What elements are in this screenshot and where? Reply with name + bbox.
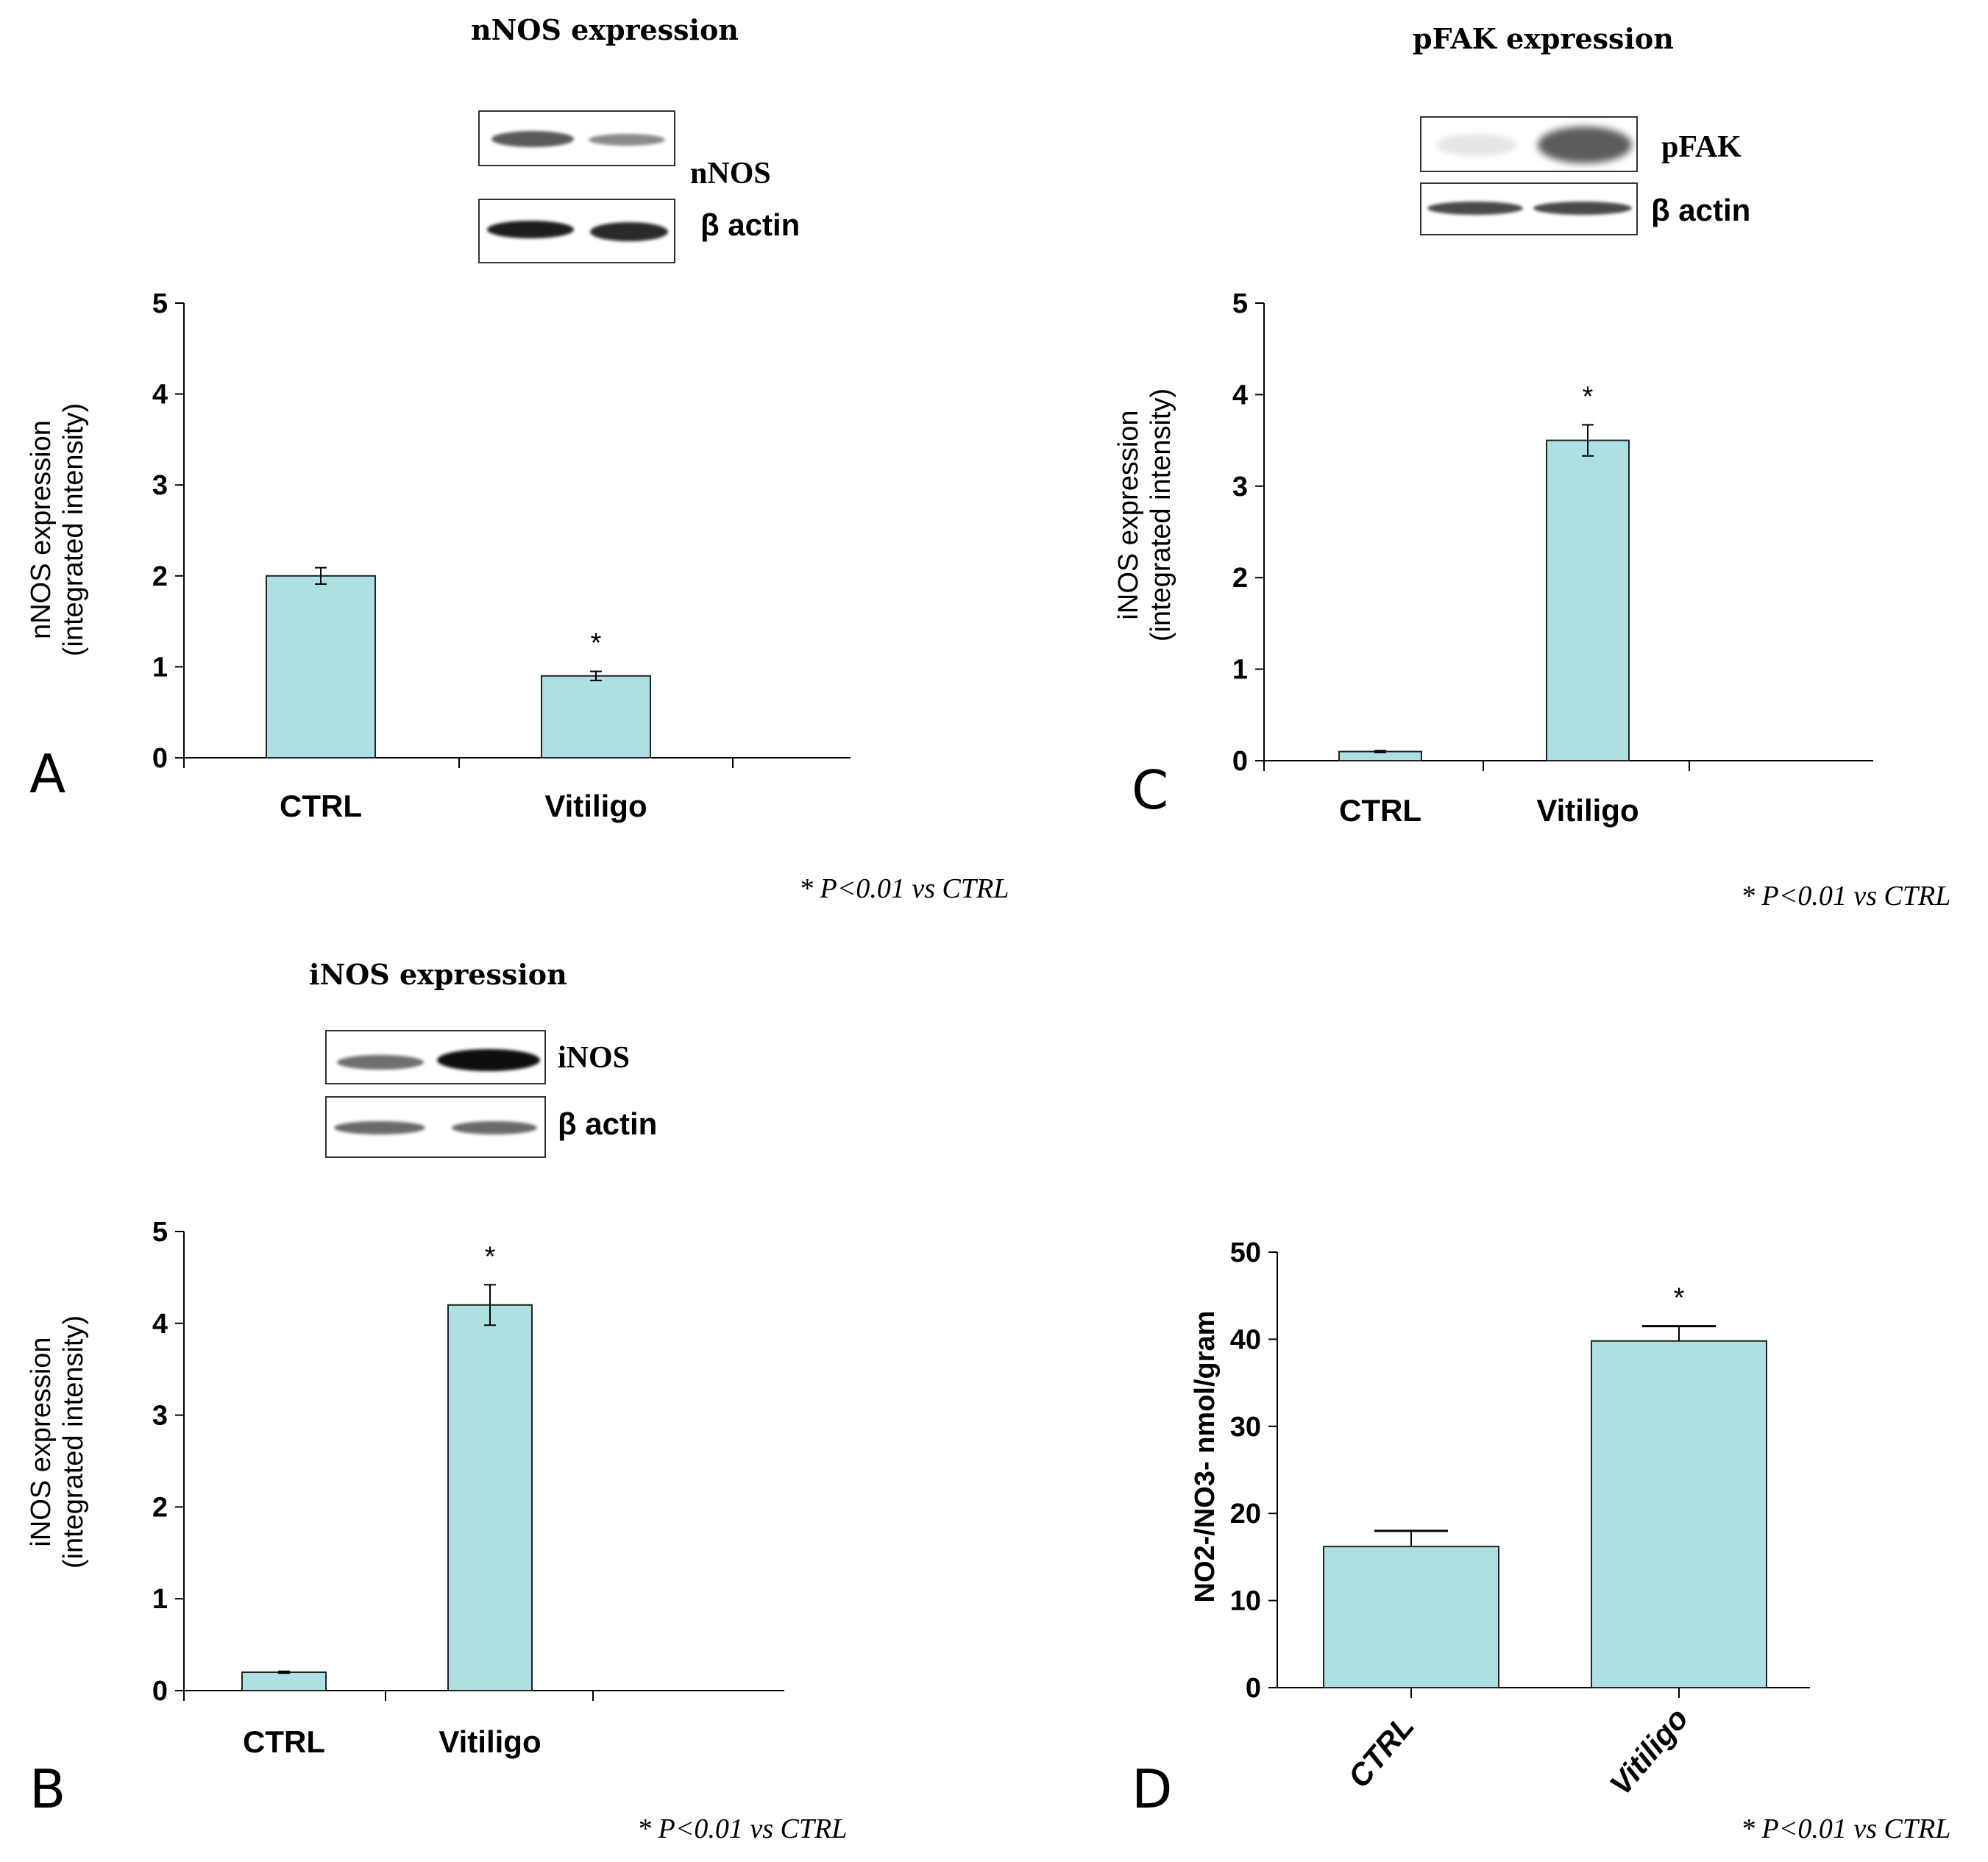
bar-d-ctrl [1323, 1546, 1499, 1688]
y-axis-title-a: nNOS expression [26, 420, 57, 639]
band-nnos-ctrl [491, 131, 574, 147]
band-bactin-vitiligo-b [452, 1121, 537, 1134]
blot-label-bactin-b: β actin [558, 1106, 658, 1141]
blot-image-pfak [1420, 116, 1638, 172]
blot-title-c: pFAK expression [1413, 22, 1674, 55]
y-tick-label-a: 4 [152, 380, 168, 411]
blot-image-bactin-c [1420, 182, 1638, 235]
panel-letter-c: C [1132, 759, 1169, 821]
y-tick-label-b: 3 [152, 1401, 168, 1432]
y-tick-label-c: 1 [1232, 655, 1248, 686]
band-bactin-ctrl-a [487, 221, 574, 238]
category-label-c: Vitiligo [1536, 793, 1639, 828]
blot-label-bactin-a: β actin [700, 207, 800, 242]
bar-d-vitiligo [1591, 1340, 1767, 1688]
y-axis-subtitle-b: (integrated intensity) [58, 1315, 89, 1568]
y-tick-label-a: 3 [152, 470, 168, 501]
y-tick-label-a: 1 [152, 652, 168, 683]
band-inos-vitiligo [437, 1049, 540, 1071]
blot-title-b: iNOS expression [309, 958, 567, 991]
band-inos-ctrl [337, 1055, 424, 1070]
y-tick-label-b: 1 [152, 1584, 168, 1615]
y-tick-label-d: 10 [1230, 1586, 1261, 1617]
band-bactin-ctrl-b [334, 1121, 425, 1134]
y-tick-label-a: 5 [152, 288, 168, 319]
blot-image-bactin-a [478, 199, 675, 263]
panel-letter-a: A [29, 743, 66, 805]
pvalue-note-d: * P<0.01 vs CTRL [1741, 1813, 1951, 1844]
blot-label-bactin-c: β actin [1651, 193, 1751, 227]
blot-image-bactin-b [325, 1096, 546, 1158]
significance-star-b: * [485, 1241, 496, 1272]
category-label-b: CTRL [243, 1724, 325, 1759]
bar-a-ctrl [266, 575, 376, 758]
y-tick-label-c: 3 [1232, 472, 1248, 502]
y-axis-title-d: NO2-/NO3- nmol/gram [1190, 1311, 1221, 1603]
y-tick-label-b: 0 [152, 1676, 168, 1707]
y-tick-label-b: 5 [152, 1217, 168, 1248]
y-tick-label-c: 4 [1232, 380, 1248, 411]
blot-label-inos: iNOS [558, 1041, 631, 1075]
band-bactin-vitiligo-a [590, 222, 668, 241]
y-tick-label-b: 2 [152, 1492, 168, 1523]
y-tick-label-c: 2 [1232, 563, 1248, 594]
category-label-c: CTRL [1339, 793, 1421, 828]
significance-star-a: * [591, 628, 602, 659]
band-nnos-vitiligo [589, 134, 665, 146]
blot-label-pfak: pFAK [1661, 130, 1742, 164]
bar-c-vitiligo [1546, 439, 1630, 761]
y-tick-label-b: 4 [152, 1309, 168, 1340]
y-tick-label-a: 0 [152, 743, 168, 774]
y-axis-title-c: iNOS expression [1113, 410, 1144, 619]
significance-star-d: * [1674, 1283, 1685, 1314]
pvalue-note-c: * P<0.01 vs CTRL [1741, 881, 1951, 912]
category-label-a: Vitiligo [544, 789, 647, 823]
band-bactin-vitiligo-c [1533, 202, 1632, 215]
blot-label-nnos: nNOS [690, 157, 771, 191]
pvalue-note-a: * P<0.01 vs CTRL [799, 873, 1009, 904]
band-pfak-vitiligo [1538, 127, 1632, 163]
category-label-d: CTRL [1341, 1709, 1421, 1794]
y-axis-title-b: iNOS expression [26, 1337, 57, 1546]
y-tick-label-c: 5 [1232, 288, 1248, 319]
y-tick-label-d: 40 [1230, 1324, 1261, 1355]
significance-star-c: * [1583, 381, 1594, 412]
pvalue-note-b: * P<0.01 vs CTRL [637, 1813, 848, 1844]
bar-a-vitiligo [541, 675, 651, 759]
blot-image-nnos [478, 110, 675, 166]
bar-b-vitiligo [447, 1304, 533, 1691]
bar-b-ctrl [241, 1671, 327, 1692]
y-tick-label-c: 0 [1232, 746, 1248, 777]
y-tick-label-d: 30 [1230, 1412, 1261, 1443]
y-tick-label-a: 2 [152, 561, 168, 592]
category-label-d: Vitiligo [1602, 1702, 1694, 1802]
category-label-b: Vitiligo [439, 1724, 541, 1759]
y-tick-label-d: 20 [1230, 1499, 1261, 1529]
category-label-a: CTRL [280, 789, 362, 823]
blot-image-inos [325, 1030, 546, 1084]
panel-letter-b: B [29, 1758, 66, 1820]
band-bactin-ctrl-c [1427, 202, 1523, 215]
blot-title-a: nNOS expression [471, 13, 739, 46]
y-axis-subtitle-a: (integrated intensity) [58, 403, 89, 656]
y-axis-subtitle-c: (integrated intensity) [1146, 388, 1176, 642]
y-tick-label-d: 0 [1246, 1673, 1261, 1704]
band-pfak-ctrl [1436, 134, 1517, 156]
panel-letter-d: D [1132, 1758, 1173, 1820]
y-tick-label-d: 50 [1230, 1237, 1261, 1268]
